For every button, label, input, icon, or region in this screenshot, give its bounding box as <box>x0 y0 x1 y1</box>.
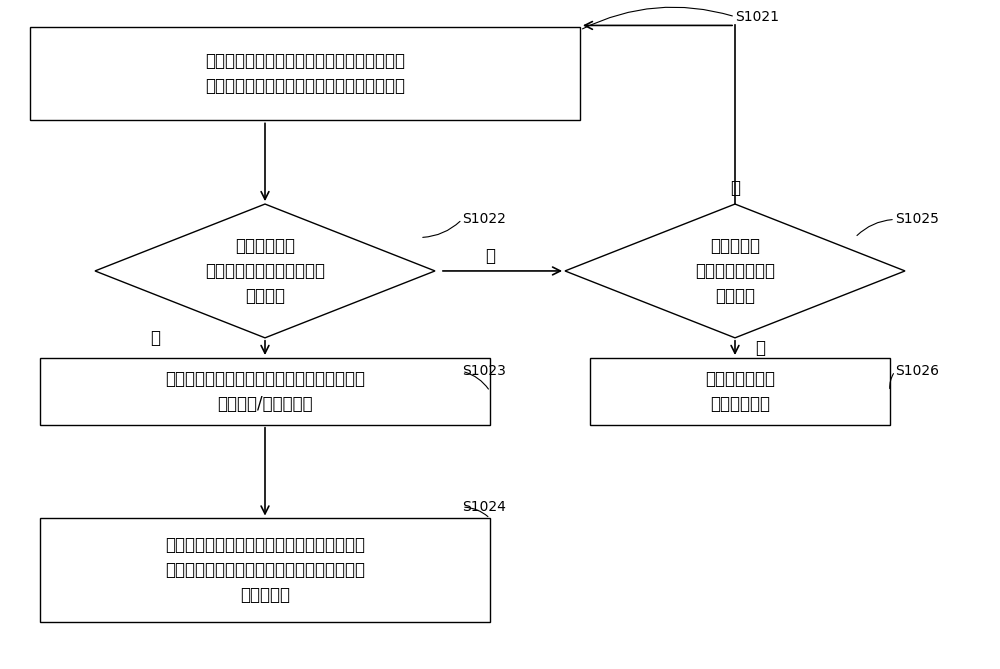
Text: 当检测到距离所述移动终端预设范围内的空气
中的烟雾浓度大于报警阈值时，启动声音报警: 当检测到距离所述移动终端预设范围内的空气 中的烟雾浓度大于报警阈值时，启动声音报… <box>205 52 405 95</box>
Text: 检测在预设的
报警求助时长阈值内是否有
按键操作: 检测在预设的 报警求助时长阈值内是否有 按键操作 <box>205 237 325 305</box>
Text: 按照预先设置的发送求助信息的时间间隔，向
预设的求助电话号码发送报警求助信息，并拨
打求助电话: 按照预先设置的发送求助信息的时间间隔，向 预设的求助电话号码发送报警求助信息，并… <box>165 537 365 604</box>
FancyBboxPatch shape <box>40 518 490 622</box>
Text: S1021: S1021 <box>735 10 779 23</box>
Text: 取消报警功能和
求助信息发送: 取消报警功能和 求助信息发送 <box>705 370 775 413</box>
Text: 否: 否 <box>730 179 740 197</box>
Text: 是: 是 <box>485 247 495 264</box>
Text: S1024: S1024 <box>462 500 506 514</box>
FancyBboxPatch shape <box>30 27 580 120</box>
Polygon shape <box>95 204 435 338</box>
Text: S1025: S1025 <box>895 213 939 226</box>
Text: 判断移动终
端的烟雾报警功能
是否关闭: 判断移动终 端的烟雾报警功能 是否关闭 <box>695 237 775 305</box>
Text: S1022: S1022 <box>462 213 506 226</box>
Text: S1023: S1023 <box>462 365 506 378</box>
Text: 提升报警声音音量至预设最大值，同时启动闪
光报警和/或振动报警: 提升报警声音音量至预设最大值，同时启动闪 光报警和/或振动报警 <box>165 370 365 413</box>
Polygon shape <box>565 204 905 338</box>
Text: S1026: S1026 <box>895 365 939 378</box>
Text: 否: 否 <box>150 329 160 347</box>
FancyBboxPatch shape <box>590 358 890 425</box>
Text: 是: 是 <box>755 339 765 357</box>
FancyBboxPatch shape <box>40 358 490 425</box>
